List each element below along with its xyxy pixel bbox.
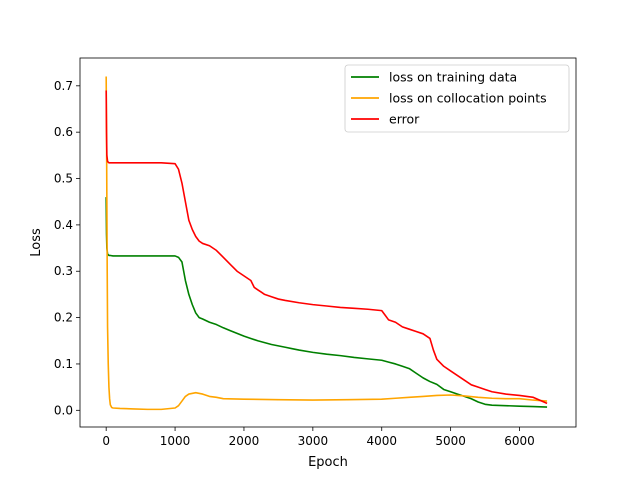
- series-line-1: [105, 76, 548, 411]
- x-tick-label: 5000: [435, 434, 466, 448]
- series-line-0: [105, 197, 548, 408]
- y-axis-label: Loss: [29, 228, 44, 257]
- x-axis: 0 1000 2000 3000 4000 5000 6000: [102, 427, 535, 448]
- y-tick-label: 0.6: [54, 125, 73, 139]
- y-tick-label: 0.1: [54, 357, 73, 371]
- legend-label: loss on training data: [389, 70, 517, 85]
- x-tick-label: 0: [102, 434, 110, 448]
- legend: loss on training data loss on collocation…: [344, 64, 570, 133]
- y-tick-label: 0.2: [54, 311, 73, 325]
- y-tick-label: 0.5: [54, 172, 73, 186]
- x-tick-label: 6000: [504, 434, 535, 448]
- x-axis-label: Epoch: [308, 455, 348, 470]
- plot-frame: [79, 57, 577, 428]
- y-tick-label: 0.7: [54, 79, 73, 93]
- y-tick-label: 0.4: [54, 218, 73, 232]
- x-tick-label: 3000: [298, 434, 329, 448]
- x-tick-label: 4000: [366, 434, 397, 448]
- legend-label: error: [389, 112, 420, 127]
- series-line-2: [105, 90, 548, 405]
- y-axis: 0.0 0.1 0.2 0.3 0.4 0.5 0.6 0.7: [54, 79, 80, 417]
- x-tick-label: 1000: [160, 434, 191, 448]
- y-tick-label: 0.0: [54, 403, 73, 417]
- legend-label: loss on collocation points: [389, 91, 547, 106]
- x-tick-label: 2000: [229, 434, 260, 448]
- legend-box: [344, 64, 570, 133]
- series-layer: [105, 76, 548, 411]
- y-tick-label: 0.3: [54, 264, 73, 278]
